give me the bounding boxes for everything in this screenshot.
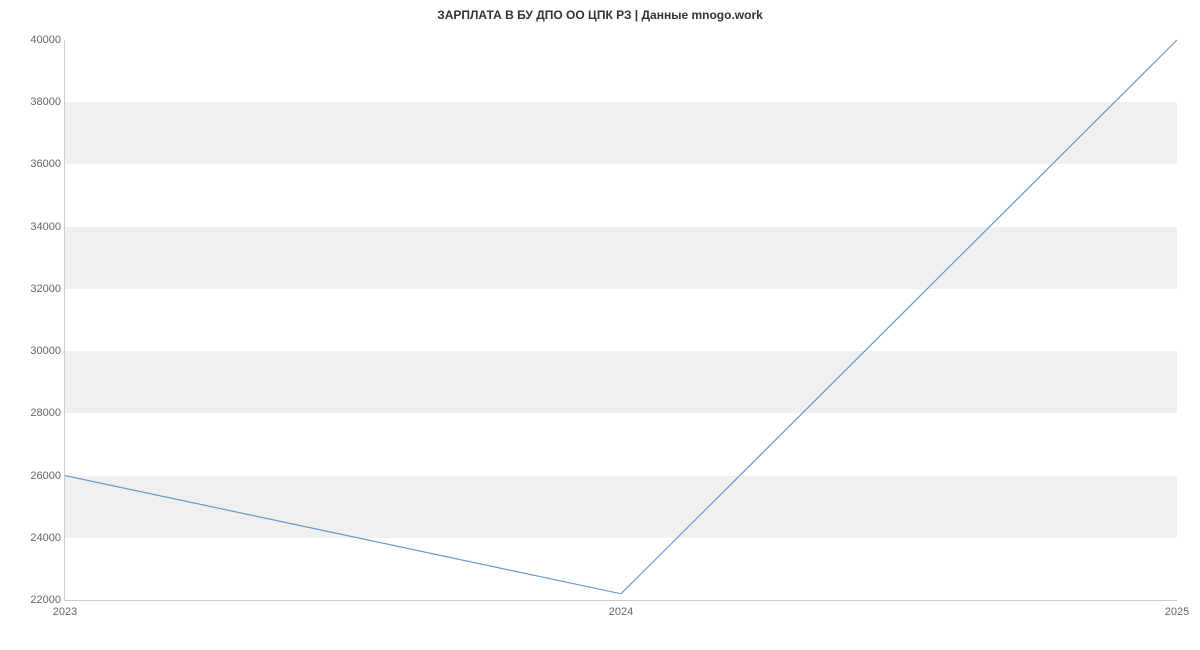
y-tick-label: 36000 [17,158,61,170]
y-tick-label: 38000 [17,96,61,108]
x-tick-label: 2025 [1165,606,1189,618]
line-series [65,40,1177,600]
series-line [65,40,1177,594]
y-tick-label: 22000 [17,594,61,606]
y-tick-label: 26000 [17,470,61,482]
y-tick-label: 32000 [17,283,61,295]
y-tick-label: 28000 [17,407,61,419]
plot-area: 2200024000260002800030000320003400036000… [64,40,1177,601]
y-tick-label: 30000 [17,345,61,357]
y-tick-label: 40000 [17,34,61,46]
x-tick-label: 2023 [53,606,77,618]
chart-title: ЗАРПЛАТА В БУ ДПО ОО ЦПК РЗ | Данные mno… [0,0,1200,22]
chart-container: ЗАРПЛАТА В БУ ДПО ОО ЦПК РЗ | Данные mno… [0,0,1200,650]
x-tick-label: 2024 [609,606,633,618]
y-tick-label: 34000 [17,221,61,233]
y-tick-label: 24000 [17,532,61,544]
